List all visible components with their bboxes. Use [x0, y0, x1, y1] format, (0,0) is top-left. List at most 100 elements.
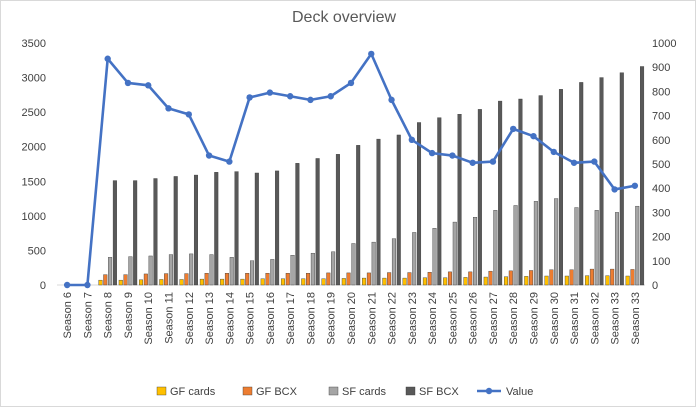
bar: [564, 275, 569, 286]
bar: [168, 254, 173, 286]
x-tick-label: Season 21: [366, 292, 378, 345]
bar: [270, 259, 275, 286]
line-point: [449, 152, 456, 159]
bar: [504, 276, 509, 286]
bar: [204, 273, 209, 286]
x-tick-label: Season 7: [82, 292, 94, 338]
y2-tick-label: 0: [652, 280, 658, 292]
bar: [103, 274, 108, 286]
x-tick-label: Season 25: [447, 292, 459, 345]
y2-tick-label: 900: [652, 62, 670, 74]
bar: [128, 256, 133, 286]
legend-swatch: [156, 386, 167, 396]
bar: [463, 277, 468, 286]
bar: [184, 273, 189, 286]
y2-tick-label: 100: [652, 256, 670, 268]
y-tick-label: 1500: [22, 176, 46, 188]
x-tick-label: Season 9: [123, 292, 135, 338]
bar: [250, 260, 255, 286]
bar: [382, 277, 387, 286]
bar: [544, 275, 549, 286]
line-point: [246, 94, 253, 101]
bar: [432, 228, 437, 286]
bar: [331, 251, 336, 286]
line-point: [510, 125, 517, 133]
bar: [351, 243, 356, 286]
x-tick-label: Season 11: [164, 292, 176, 344]
x-tick-label: Season 14: [224, 292, 236, 345]
bar: [402, 277, 407, 286]
bar: [240, 278, 245, 286]
bar: [619, 72, 624, 286]
line-point: [327, 93, 334, 100]
bar: [254, 172, 259, 286]
line-series-value: [67, 52, 636, 287]
legend-label: GF cards: [170, 386, 216, 398]
y2-tick-label: 200: [652, 232, 670, 244]
bar-series-sf-bcx: [112, 66, 645, 286]
bar: [164, 273, 169, 286]
bar: [295, 163, 300, 286]
line-point: [428, 149, 436, 157]
bar: [199, 278, 204, 286]
y-tick-label: 0: [40, 280, 46, 292]
bar: [396, 134, 401, 286]
legend-label: Value: [506, 386, 533, 398]
line-point: [611, 186, 618, 193]
bar: [376, 138, 381, 286]
bar: [306, 273, 311, 286]
bar: [220, 278, 225, 286]
x-tick-label: Season 17: [285, 292, 297, 345]
bar: [335, 154, 340, 286]
bar: [285, 273, 290, 286]
y2-tick-label: 1000: [652, 38, 676, 50]
x-tick-label: Season 29: [528, 292, 540, 345]
bar-series-gf-cards: [98, 275, 630, 286]
bar: [533, 201, 538, 286]
bar: [477, 109, 482, 286]
bar: [625, 275, 630, 286]
bar: [229, 257, 234, 286]
line-point: [307, 96, 314, 104]
legend-swatch: [242, 386, 253, 396]
bar: [224, 273, 229, 286]
bar: [346, 272, 351, 286]
bar: [366, 272, 371, 286]
bar: [193, 174, 198, 286]
x-tick-label: Season 28: [508, 292, 520, 345]
legend-swatch: [405, 386, 416, 396]
bar: [139, 279, 144, 286]
x-tick-label: Season 32: [589, 292, 601, 345]
y2-tick-label: 800: [652, 86, 670, 98]
x-tick-label: Season 16: [265, 292, 277, 345]
x-tick-label: Season 15: [245, 292, 257, 345]
bar: [585, 275, 590, 286]
line-point: [570, 159, 578, 166]
bar: [635, 205, 640, 286]
legend-item: GF cards: [156, 386, 216, 398]
y-tick-label: 3000: [22, 73, 46, 85]
line-point: [368, 50, 375, 58]
bar: [108, 257, 113, 286]
bar: [234, 171, 239, 286]
bar: [189, 253, 194, 286]
bar: [554, 198, 559, 286]
y2-tick-label: 700: [652, 111, 670, 123]
x-tick-label: Season 23: [407, 292, 419, 345]
bar: [599, 77, 604, 286]
bar: [209, 254, 214, 286]
x-tick-label: Season 31: [569, 292, 581, 345]
line-point: [631, 182, 639, 189]
y2-tick-label: 500: [652, 159, 670, 171]
bar: [529, 270, 534, 286]
bar: [538, 95, 543, 286]
x-tick-label: Season 20: [346, 292, 358, 345]
line-point: [591, 158, 598, 165]
bar: [614, 212, 619, 286]
x-tick-label: Season 26: [468, 292, 480, 345]
x-tick-label: Season 8: [103, 292, 115, 338]
legend-item: Value: [477, 386, 533, 398]
bar: [640, 66, 645, 286]
bar: [483, 276, 488, 286]
